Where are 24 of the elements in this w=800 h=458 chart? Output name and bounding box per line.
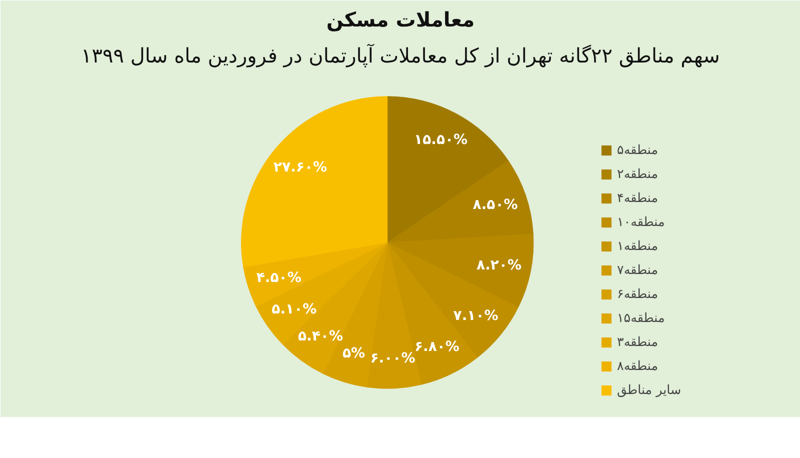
data-label: ۸.۵۰% [472, 197, 518, 214]
legend-label: منطقه۵ [617, 142, 658, 157]
data-label: ۶.۰۰% [370, 350, 416, 367]
data-label: ۵% [342, 346, 366, 362]
data-label: ۱۵.۵۰% [414, 132, 468, 148]
legend-label: منطقه۱۵ [617, 310, 665, 325]
legend-label: منطقه۳ [617, 334, 658, 349]
data-label: ۴.۵۰% [256, 270, 302, 286]
legend-label: منطقه۶ [617, 286, 658, 301]
legend-label: منطقه۱ [617, 238, 658, 253]
data-label: ۸.۲۰% [476, 258, 522, 274]
data-label: ۵.۴۰% [298, 328, 343, 345]
data-label: ۲۷.۶۰% [274, 159, 328, 176]
legend-label: منطقه۲ [617, 166, 658, 181]
chart-title: معاملات مسکن [326, 8, 475, 32]
data-label: ۵.۱۰% [272, 301, 317, 318]
legend-label: سایر مناطق [617, 382, 682, 397]
chart-subtitle: سهم مناطق ۲۲گانه تهران از کل معاملات آپارتمان در فروردین ماه سال ۱۳۹۹ [81, 44, 720, 68]
legend-label: منطقه۱۰ [617, 214, 665, 229]
legend-label: منطقه۷ [617, 262, 658, 277]
legend-label: منطقه۸ [617, 358, 658, 373]
legend-label: منطقه۴ [617, 190, 658, 205]
data-label: ۷.۱۰% [453, 308, 498, 324]
data-label: ۶.۸۰% [414, 339, 460, 356]
